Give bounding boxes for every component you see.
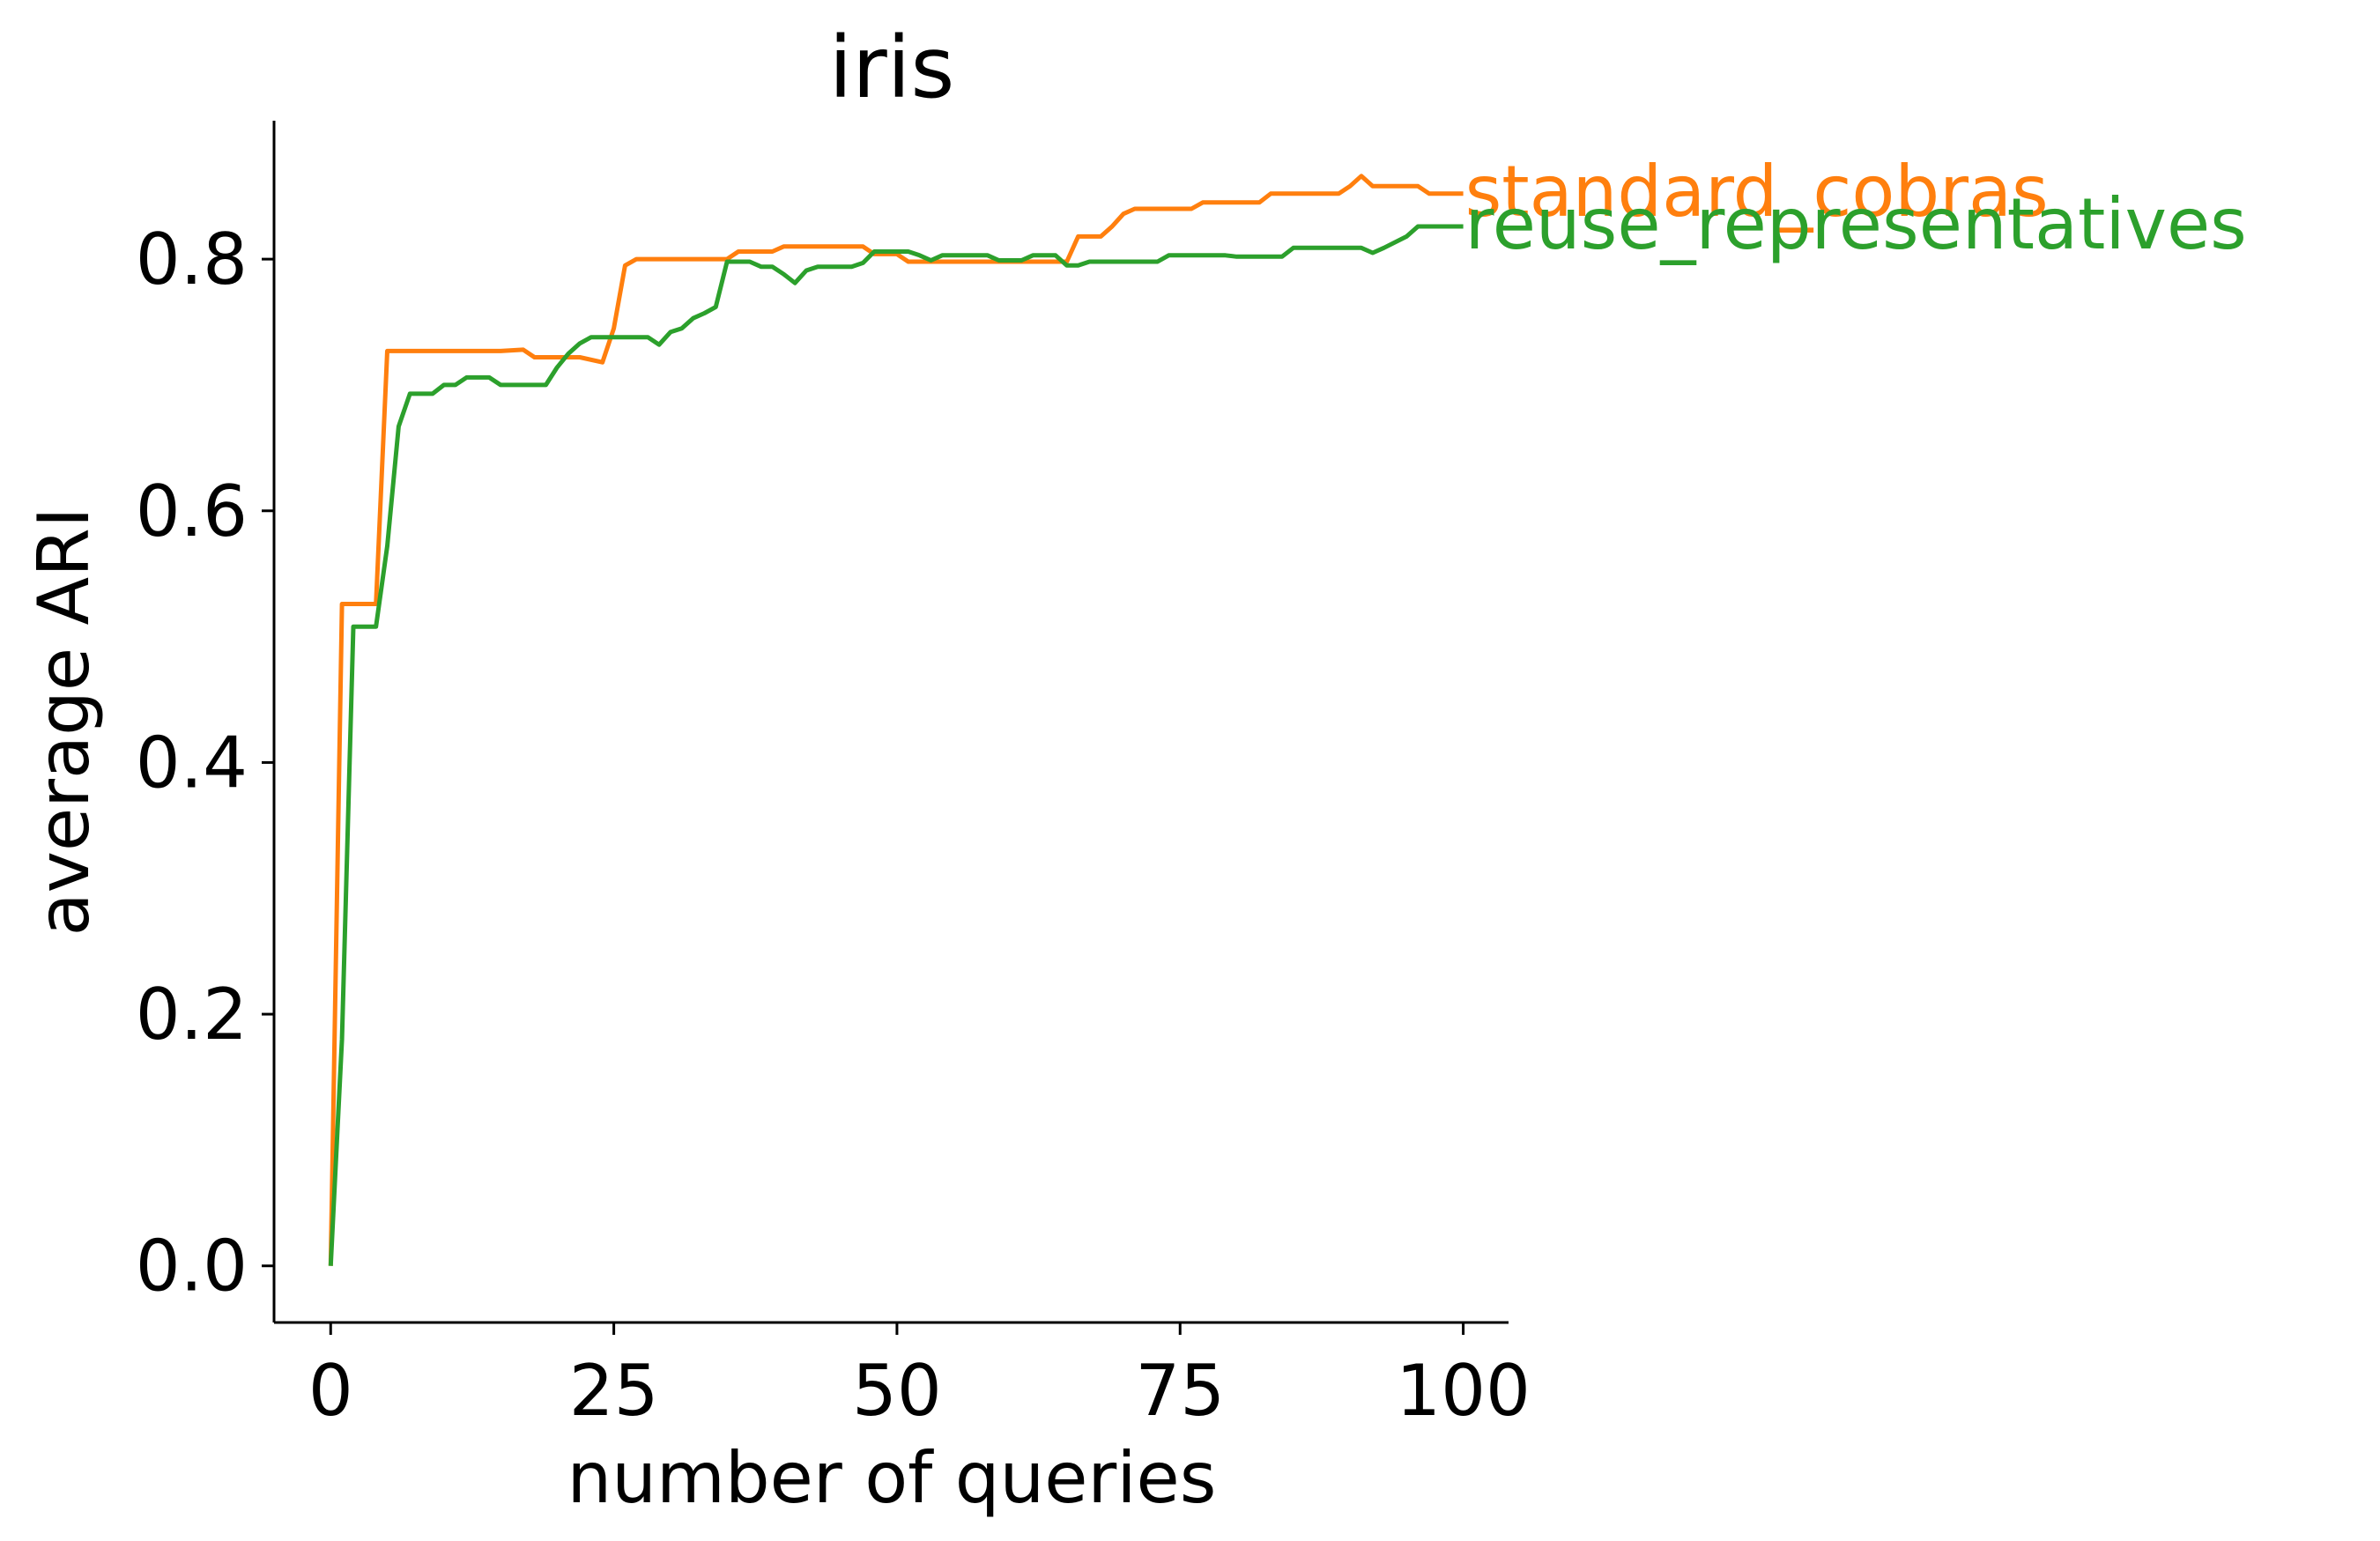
series-label-standard-cobras: standard_cobras	[1465, 151, 2049, 233]
x-tick-label: 100	[1396, 1350, 1531, 1432]
y-tick-label: 0.4	[136, 722, 248, 804]
x-tick-label: 50	[852, 1350, 942, 1432]
y-tick-label: 0.6	[136, 470, 248, 552]
x-axis-label: number of queries	[567, 1437, 1217, 1519]
y-tick-label: 0.8	[136, 219, 248, 300]
y-axis-label: average ARI	[23, 507, 105, 937]
axes	[272, 121, 1509, 1324]
y-tick-label: 0.0	[136, 1226, 248, 1308]
x-tick-label: 0	[308, 1350, 353, 1432]
chart-title: iris	[829, 19, 955, 117]
series-line-standard-cobras	[328, 174, 1464, 1266]
series-label-reuse-representatives: reuse_representatives	[1465, 183, 2247, 265]
y-ticks: 0.0 0.2 0.4 0.6 0.8	[136, 219, 274, 1308]
y-tick-label: 0.2	[136, 974, 248, 1056]
x-tick-label: 25	[569, 1350, 659, 1432]
x-ticks: 0 25 50 75 100	[308, 1322, 1531, 1432]
x-tick-label: 75	[1135, 1350, 1225, 1432]
series-line-reuse-representatives	[328, 224, 1464, 1266]
